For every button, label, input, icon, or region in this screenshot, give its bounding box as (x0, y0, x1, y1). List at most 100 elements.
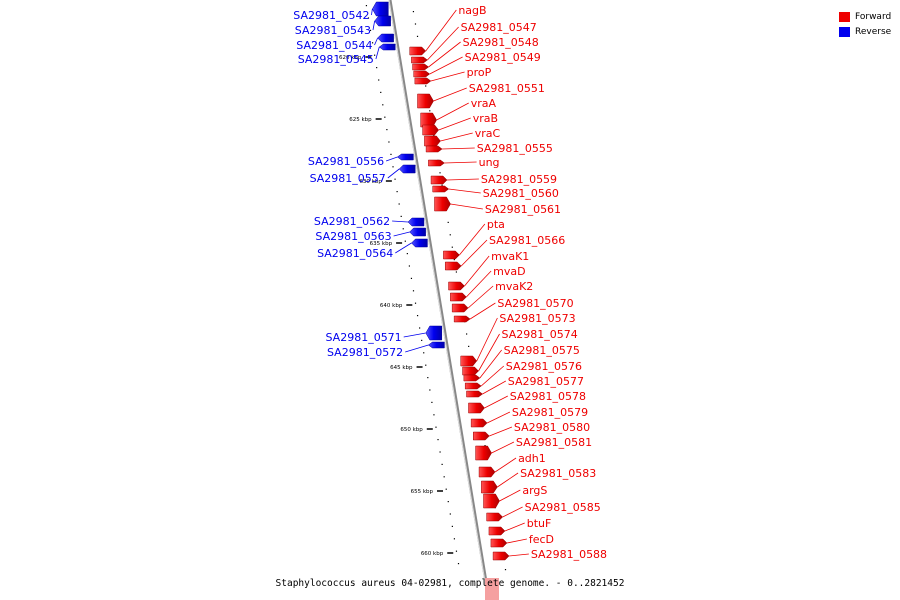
reverse-gene-arrow[interactable] (411, 238, 428, 248)
reverse-gene-arrow[interactable] (428, 341, 445, 349)
legend-forward: Forward (839, 9, 891, 24)
forward-gene-label[interactable]: SA2981_0576 (506, 360, 582, 373)
forward-gene-label[interactable]: SA2981_0588 (531, 548, 607, 561)
forward-gene-label[interactable]: adh1 (518, 452, 546, 465)
forward-gene-arrow[interactable] (475, 445, 492, 461)
forward-gene-arrow[interactable] (430, 175, 448, 185)
forward-gene-arrow[interactable] (492, 551, 510, 561)
forward-gene-arrow[interactable] (483, 493, 500, 509)
forward-gene-arrow[interactable] (443, 250, 460, 260)
forward-gene-arrow[interactable] (412, 63, 429, 71)
forward-gene-arrow[interactable] (490, 538, 508, 548)
forward-gene-label[interactable]: pta (487, 218, 505, 231)
forward-gene-arrow[interactable] (425, 145, 443, 153)
forward-gene-arrow[interactable] (413, 70, 431, 78)
forward-gene-arrow[interactable] (432, 185, 450, 193)
forward-gene-label[interactable]: ung (479, 156, 500, 169)
forward-gene-arrow[interactable] (478, 466, 496, 478)
forward-gene-label[interactable]: SA2981_0555 (477, 142, 553, 155)
forward-gene-arrow[interactable] (422, 124, 439, 136)
forward-gene-arrow[interactable] (448, 281, 465, 291)
reverse-gene-label[interactable]: SA2981_0544 (296, 39, 372, 52)
forward-gene-arrow[interactable] (434, 196, 451, 212)
forward-gene-label[interactable]: SA2981_0573 (499, 312, 575, 325)
forward-gene-label[interactable]: SA2981_0548 (463, 36, 539, 49)
forward-gene-label[interactable]: vraA (471, 97, 497, 110)
reverse-gene-label[interactable]: SA2981_0543 (295, 24, 371, 37)
reverse-gene-arrow[interactable] (372, 1, 389, 17)
forward-gene-label[interactable]: vraB (473, 112, 498, 125)
forward-gene-label[interactable]: SA2981_0579 (512, 406, 588, 419)
forward-gene-label[interactable]: SA2981_0547 (461, 21, 537, 34)
minor-tick (386, 129, 388, 131)
forward-gene-label[interactable]: SA2981_0561 (485, 203, 561, 216)
reverse-gene-leader (395, 242, 412, 254)
forward-gene-label[interactable]: fecD (529, 533, 554, 546)
forward-gene-label[interactable]: SA2981_0570 (497, 297, 573, 310)
forward-gene-label[interactable]: mvaD (493, 265, 525, 278)
forward-gene-label[interactable]: proP (467, 66, 492, 79)
forward-gene-arrow[interactable] (414, 77, 432, 85)
reverse-gene-arrow[interactable] (378, 43, 396, 51)
forward-gene-arrow[interactable] (462, 366, 479, 376)
forward-gene-arrow[interactable] (473, 431, 490, 441)
forward-gene-label[interactable]: SA2981_0580 (514, 421, 590, 434)
reverse-gene-arrow[interactable] (409, 227, 426, 237)
reverse-gene-label[interactable]: SA2981_0557 (310, 172, 386, 185)
forward-gene-label[interactable]: SA2981_0559 (481, 173, 557, 186)
forward-gene-arrow[interactable] (460, 355, 478, 367)
reverse-gene-label[interactable]: SA2981_0545 (298, 53, 374, 66)
forward-gene-label[interactable]: SA2981_0549 (465, 51, 541, 64)
forward-gene-label[interactable]: SA2981_0583 (520, 467, 596, 480)
forward-gene-arrow[interactable] (488, 526, 506, 536)
forward-gene-arrow[interactable] (486, 512, 503, 522)
reverse-gene-arrow[interactable] (377, 33, 394, 43)
forward-gene-arrow[interactable] (453, 315, 471, 323)
forward-gene-label[interactable]: SA2981_0574 (502, 328, 578, 341)
forward-gene-arrow[interactable] (420, 112, 437, 128)
forward-gene-arrow[interactable] (424, 135, 441, 147)
reverse-gene-arrow[interactable] (398, 164, 416, 174)
reverse-gene-arrow[interactable] (374, 15, 391, 27)
forward-gene-leader (497, 472, 519, 488)
forward-gene-label[interactable]: SA2981_0585 (525, 501, 601, 514)
forward-gene-arrow[interactable] (466, 390, 483, 398)
reverse-gene-label[interactable]: SA2981_0571 (325, 331, 401, 344)
forward-gene-arrow[interactable] (468, 402, 485, 414)
forward-gene-label[interactable]: btuF (527, 517, 552, 530)
forward-gene-label[interactable]: argS (522, 484, 547, 497)
forward-gene-label[interactable]: mvaK2 (495, 280, 533, 293)
reverse-gene-label[interactable]: SA2981_0542 (293, 9, 369, 22)
forward-gene-label[interactable]: vraC (475, 127, 501, 140)
forward-gene-arrow[interactable] (451, 303, 469, 313)
forward-gene-arrow[interactable] (481, 480, 498, 494)
forward-gene-label[interactable]: mvaK1 (491, 250, 529, 263)
forward-gene-arrow[interactable] (444, 261, 462, 271)
forward-gene-arrow[interactable] (417, 93, 434, 109)
forward-gene-label[interactable]: SA2981_0575 (504, 344, 580, 357)
forward-gene-arrow[interactable] (428, 159, 445, 167)
forward-gene-label[interactable]: SA2981_0581 (516, 436, 592, 449)
forward-gene-label[interactable]: SA2981_0560 (483, 187, 559, 200)
forward-gene-arrow[interactable] (411, 56, 428, 64)
reverse-gene-label[interactable]: SA2981_0562 (314, 215, 390, 228)
forward-gene-arrow[interactable] (464, 382, 482, 390)
forward-gene-label[interactable]: SA2981_0551 (469, 82, 545, 95)
reverse-gene-label[interactable]: SA2981_0556 (308, 155, 384, 168)
forward-gene-arrow[interactable] (463, 374, 481, 382)
reverse-gene-arrow[interactable] (396, 153, 414, 161)
forward-gene-arrow[interactable] (470, 418, 488, 428)
forward-gene-label[interactable]: SA2981_0566 (489, 234, 565, 247)
reverse-gene-arrow[interactable] (407, 217, 425, 227)
minor-tick (449, 234, 451, 236)
reverse-gene-label[interactable]: SA2981_0563 (315, 230, 391, 243)
reverse-gene-label[interactable]: SA2981_0572 (327, 346, 403, 359)
forward-gene-label[interactable]: nagB (458, 4, 486, 17)
reverse-gene-arrow[interactable] (425, 325, 443, 341)
forward-gene-label[interactable]: SA2981_0578 (510, 390, 586, 403)
minor-tick (439, 172, 441, 174)
forward-gene-arrow[interactable] (450, 292, 467, 302)
reverse-gene-label[interactable]: SA2981_0564 (317, 247, 393, 260)
forward-gene-label[interactable]: SA2981_0577 (508, 375, 584, 388)
forward-gene-arrow[interactable] (409, 46, 427, 56)
